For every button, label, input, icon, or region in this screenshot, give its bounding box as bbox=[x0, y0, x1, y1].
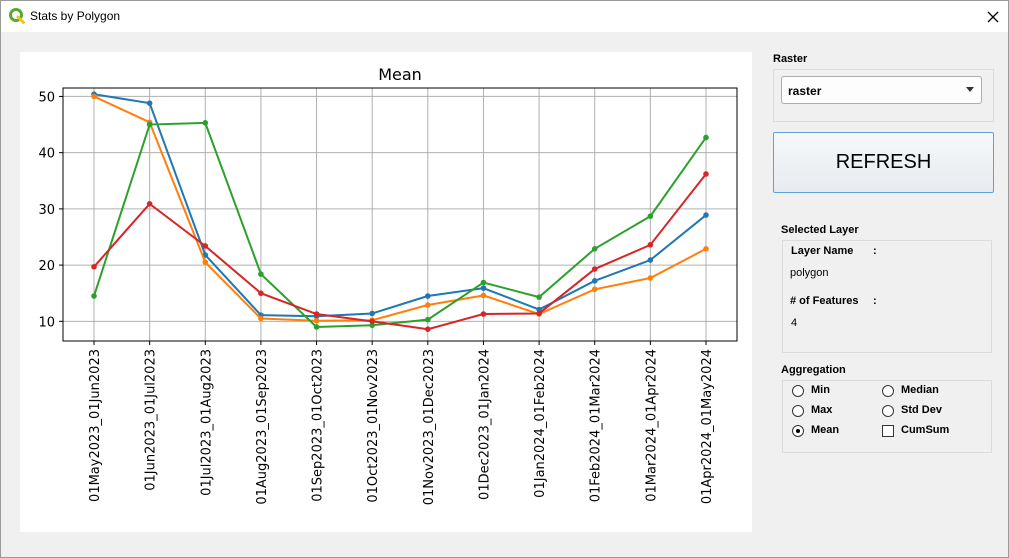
cumsum-checkbox-label: CumSum bbox=[901, 424, 950, 436]
data-point bbox=[91, 93, 97, 100]
y-tick-label: 50 bbox=[38, 90, 55, 105]
data-point bbox=[146, 201, 153, 207]
std-dev-radio-label: Std Dev bbox=[901, 404, 942, 416]
layer-name-value: polygon bbox=[790, 267, 829, 279]
selected-layer-label: Selected Layer bbox=[781, 224, 859, 236]
mean-radio-circle bbox=[792, 425, 804, 437]
data-point bbox=[369, 318, 375, 325]
data-point bbox=[591, 286, 598, 293]
data-point bbox=[647, 275, 654, 281]
data-point bbox=[202, 259, 209, 266]
data-point bbox=[536, 306, 542, 313]
raster-select[interactable]: raster bbox=[781, 76, 982, 104]
close-button[interactable] bbox=[978, 1, 1008, 32]
y-tick-label: 20 bbox=[38, 259, 55, 274]
mean-radio-label: Mean bbox=[811, 424, 840, 436]
data-point bbox=[703, 245, 709, 252]
data-point bbox=[591, 245, 598, 252]
data-point bbox=[91, 293, 97, 299]
layer-name-label: Layer Name bbox=[791, 245, 854, 257]
data-point bbox=[647, 213, 654, 219]
data-point bbox=[480, 311, 487, 317]
data-point bbox=[425, 326, 431, 332]
feature-count-value: 4 bbox=[791, 317, 798, 329]
x-tick-label: 01Jun2023_01Jul2023 bbox=[144, 349, 159, 491]
x-tick-label: 01May2023_01Jun2023 bbox=[88, 349, 103, 502]
data-point bbox=[91, 263, 97, 270]
feature-count-label: # of Features bbox=[790, 295, 859, 307]
y-tick-label: 40 bbox=[38, 147, 55, 162]
data-point bbox=[425, 302, 431, 308]
x-tick-label: 01Sep2023_01Oct2023 bbox=[311, 349, 326, 502]
data-point bbox=[480, 279, 487, 286]
data-point bbox=[369, 322, 375, 329]
y-tick-label: 10 bbox=[38, 315, 55, 330]
data-point bbox=[202, 243, 209, 249]
x-tick-label: 01Nov2023_01Dec2023 bbox=[422, 349, 437, 505]
refresh-button-label: REFRESH bbox=[835, 151, 932, 173]
x-tick-label: 01Oct2023_01Nov2023 bbox=[366, 349, 381, 503]
mean-line-chart: 10 20 30 40 50 01May2023_01Jun2023 01Jun2023_0… bbox=[38, 65, 738, 505]
aggregation-label: Aggregation bbox=[781, 364, 846, 376]
data-point bbox=[313, 324, 320, 330]
x-tick-label: 01Jan2024_01Feb2024 bbox=[533, 349, 548, 498]
data-point bbox=[591, 278, 598, 284]
series-line-1 bbox=[93, 93, 707, 318]
data-point bbox=[703, 134, 709, 141]
x-tick-label: 01Aug2023_01Sep2023 bbox=[255, 349, 270, 505]
data-point bbox=[536, 294, 542, 300]
raster-label: Raster bbox=[773, 53, 808, 65]
median-radio-label: Median bbox=[901, 384, 939, 396]
max-radio-circle bbox=[792, 405, 804, 417]
chevron-down-icon bbox=[966, 87, 974, 92]
data-point bbox=[313, 311, 320, 317]
plot-frame bbox=[62, 87, 738, 342]
min-radio-label: Min bbox=[811, 384, 830, 396]
data-point bbox=[202, 120, 209, 126]
data-point bbox=[146, 100, 153, 106]
layer-name-separator: : bbox=[873, 245, 877, 257]
data-point bbox=[480, 292, 487, 299]
selected-layer-group bbox=[782, 240, 992, 353]
data-point bbox=[425, 293, 431, 299]
raster-select-value: raster bbox=[788, 84, 822, 98]
max-radio-label: Max bbox=[811, 404, 833, 416]
close-icon bbox=[987, 11, 999, 22]
chart-panel: 10 20 30 40 50 01May2023_01Jun2023 01Jun2023_0… bbox=[20, 52, 752, 532]
data-point bbox=[591, 266, 598, 272]
data-point bbox=[425, 316, 431, 323]
x-tick-label: 01Jul2023_01Aug2023 bbox=[199, 349, 214, 496]
y-tick-label: 30 bbox=[38, 203, 55, 218]
qgis-icon bbox=[9, 8, 25, 24]
series-line-4 bbox=[93, 173, 707, 331]
x-tick-label: 01Dec2023_01Jan2024 bbox=[477, 349, 492, 500]
x-tick-label: 01Mar2024_01Apr2024 bbox=[644, 349, 659, 502]
cumsum-checkbox-box bbox=[882, 425, 894, 437]
data-point bbox=[703, 212, 709, 218]
std-dev-radio-circle bbox=[882, 405, 894, 417]
data-point bbox=[480, 285, 487, 291]
data-point bbox=[703, 171, 709, 177]
data-point bbox=[146, 121, 153, 128]
refresh-button[interactable]: REFRESH bbox=[773, 132, 994, 193]
data-point bbox=[536, 310, 542, 317]
data-point bbox=[369, 310, 375, 317]
data-point bbox=[647, 257, 654, 263]
median-radio-circle bbox=[882, 385, 894, 397]
data-point bbox=[258, 271, 264, 277]
series-line-3 bbox=[93, 121, 707, 328]
feature-count-separator: : bbox=[873, 295, 877, 307]
title-bar: Stats by Polygon bbox=[1, 1, 1008, 32]
min-radio-circle bbox=[792, 385, 804, 397]
data-point bbox=[647, 242, 654, 248]
radio-selected-dot bbox=[796, 429, 800, 433]
x-tick-label: 01Feb2024_01Mar2024 bbox=[589, 349, 604, 502]
data-point bbox=[313, 317, 320, 324]
window-title: Stats by Polygon bbox=[30, 9, 121, 23]
data-point bbox=[258, 315, 264, 322]
x-tick-label: 01Apr2024_01May2024 bbox=[700, 349, 715, 504]
data-point bbox=[258, 290, 264, 297]
chart-title: Mean bbox=[378, 65, 422, 84]
